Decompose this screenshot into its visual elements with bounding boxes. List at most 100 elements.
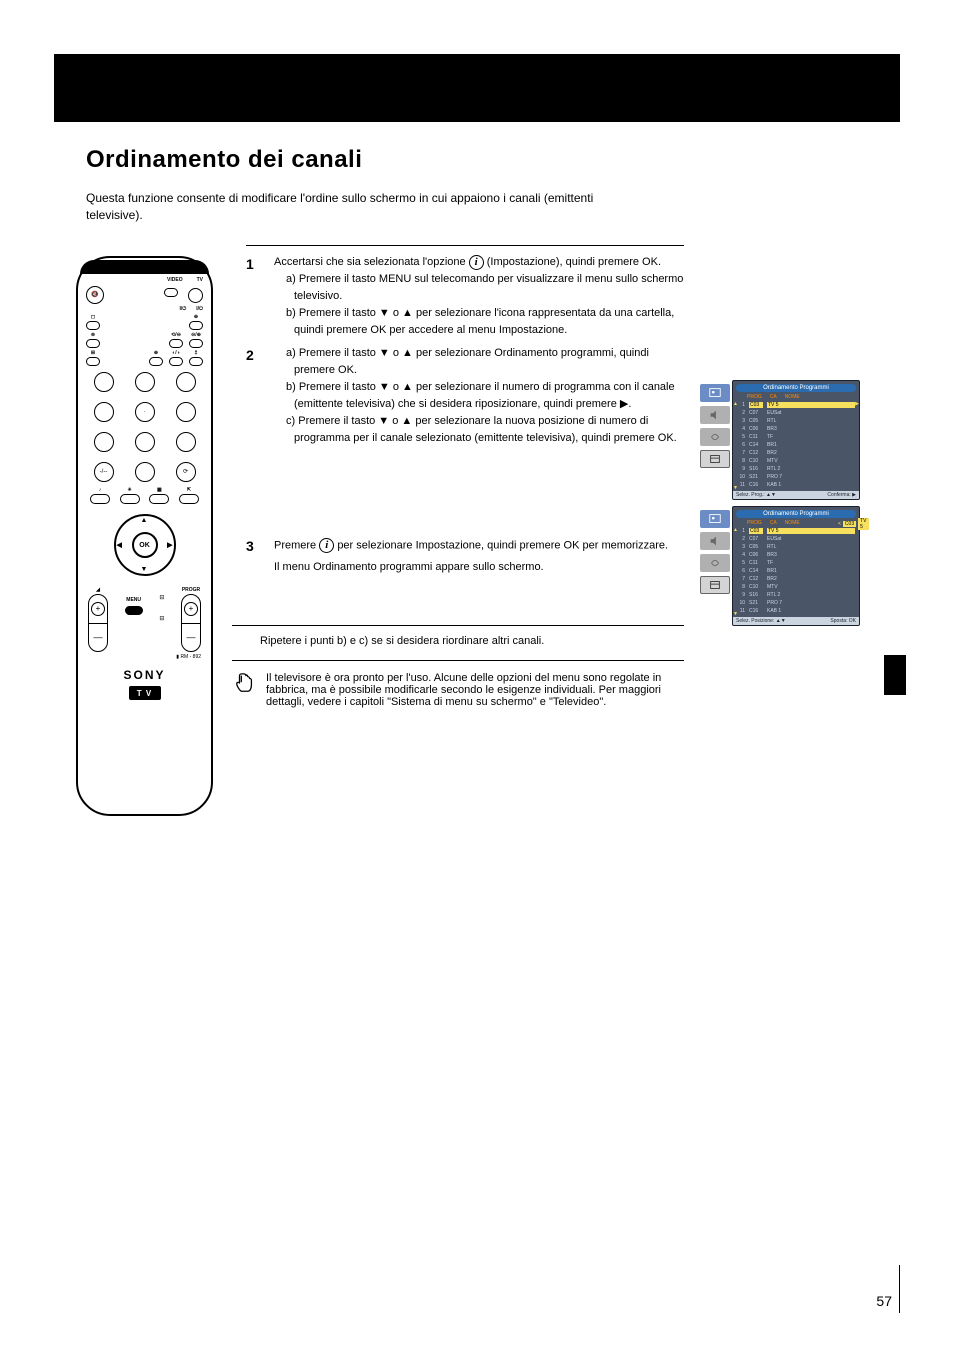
tv-badge: T V bbox=[129, 686, 161, 700]
dash-button[interactable]: -/-- bbox=[94, 462, 114, 482]
progr-label: PROGR bbox=[182, 588, 200, 593]
hand-pointer-icon bbox=[234, 672, 256, 694]
osd-row: 9S16RTL 2 bbox=[737, 465, 855, 473]
standby-label: I/⏻ bbox=[180, 307, 187, 312]
digit-7-button[interactable] bbox=[94, 432, 114, 452]
digit-3-button[interactable] bbox=[176, 372, 196, 392]
step-text: per selezionare Impostazione, quindi pre… bbox=[337, 539, 668, 551]
refresh-button[interactable]: ⟳ bbox=[176, 462, 196, 482]
side-edge-tab bbox=[884, 655, 906, 695]
step-number: 2 bbox=[246, 345, 274, 447]
divider bbox=[232, 660, 684, 661]
step-text: (Impostazione), quindi premere OK. bbox=[487, 256, 661, 268]
osd-program-list: ▲ ▼ 1C03TV 52C07EUSat3C05RTL4C06BR35C11T… bbox=[733, 527, 859, 617]
osd-row: 2C07EUSat bbox=[737, 535, 855, 543]
zoom-button[interactable] bbox=[189, 321, 203, 330]
digit-6-button[interactable] bbox=[176, 402, 196, 422]
yellow-button[interactable] bbox=[149, 494, 169, 504]
digit-8-button[interactable] bbox=[135, 432, 155, 452]
ok-button[interactable]: OK bbox=[132, 532, 158, 558]
right-arrow-icon: ▶ bbox=[167, 541, 172, 549]
aux-button[interactable] bbox=[86, 339, 100, 348]
digit-2-button[interactable] bbox=[135, 372, 155, 392]
video-power-button[interactable] bbox=[164, 288, 178, 297]
substep-b: b) Premere il tasto ▼ o ▲ per selezionar… bbox=[286, 379, 684, 413]
osd-row: 9S16RTL 2 bbox=[737, 591, 855, 599]
step-text: Premere bbox=[274, 539, 319, 551]
program-rocker[interactable]: + — bbox=[181, 594, 201, 652]
osd-row: 2C07EUSat bbox=[737, 409, 855, 417]
sony-logo: SONY bbox=[86, 668, 203, 682]
osd-tab-picture-icon bbox=[700, 384, 730, 402]
directional-pad[interactable]: ▲ ▼ ◀ ▶ OK bbox=[114, 514, 176, 576]
left-arrow-icon: ◀ bbox=[117, 541, 122, 549]
osd-title: Ordinamento Programmi bbox=[736, 384, 856, 392]
step-text: Accertarsi che sia selezionata l'opzione bbox=[274, 256, 469, 268]
osd-row: 7C12BR2 bbox=[737, 575, 855, 583]
aux-button[interactable] bbox=[169, 339, 183, 348]
osd-screenshot-1: Ordinamento Programmi PROG CA NOME ▲ ▼ ▶… bbox=[700, 380, 860, 500]
input-button[interactable] bbox=[189, 339, 203, 348]
step-extra: Il menu Ordinamento programmi appare sul… bbox=[274, 561, 668, 573]
osd-row: 5C11TF bbox=[737, 559, 855, 567]
osd-tab-sound-icon bbox=[700, 532, 730, 550]
mute-icon: 🔇 bbox=[91, 292, 98, 298]
osd-row: 4C06BR3 bbox=[737, 551, 855, 559]
osd-row: 3C05RTL bbox=[737, 417, 855, 425]
info-icon: i bbox=[319, 538, 334, 553]
tv-power-button[interactable] bbox=[188, 288, 203, 303]
osd-row: 8C10MTV bbox=[737, 583, 855, 591]
standby-label: I/⏻ bbox=[196, 307, 203, 312]
divider bbox=[246, 245, 684, 246]
digit-0-button[interactable] bbox=[135, 462, 155, 482]
osd-row: 8C10MTV bbox=[737, 457, 855, 465]
substep-b: b) Premere il tasto ▼ o ▲ per selezionar… bbox=[286, 305, 684, 339]
pip-button[interactable] bbox=[169, 357, 183, 366]
osd-row: 11C16KAB 1 bbox=[737, 607, 855, 615]
volume-icon: ◢ bbox=[96, 588, 100, 593]
menu-button[interactable] bbox=[125, 606, 143, 615]
step-3: 3 Premere i per selezionare Impostazione… bbox=[246, 538, 684, 573]
osd-row: 6C14BR1 bbox=[737, 567, 855, 575]
page-header-bar bbox=[54, 54, 900, 122]
aux-button[interactable] bbox=[86, 321, 100, 330]
digit-4-button[interactable] bbox=[94, 402, 114, 422]
red-button[interactable] bbox=[90, 494, 110, 504]
osd-tab-setup-icon bbox=[700, 576, 730, 594]
osd-program-list: ▲ ▼ ▶ 1C03TV 52C07EUSat3C05RTL4C06BR35C1… bbox=[733, 401, 859, 491]
step-1: 1 Accertarsi che sia selezionata l'opzio… bbox=[246, 254, 684, 339]
scroll-down-icon: ▼ bbox=[733, 611, 738, 617]
digit-5-button[interactable]: · bbox=[135, 402, 155, 422]
osd-tab-picture-icon bbox=[700, 510, 730, 528]
remote-ir-panel bbox=[80, 260, 209, 274]
model-label: ▮ RM - 892 bbox=[86, 654, 203, 660]
repeat-instruction: Ripetere i punti b) e c) se si desidera … bbox=[260, 635, 544, 647]
osd-footer: Selez. Posizione: ▲▼ Sposta: OK bbox=[733, 617, 859, 625]
page-subtitle: Questa funzione consente di modificare l… bbox=[86, 190, 646, 224]
note-text: Il televisore è ora pronto per l'uso. Al… bbox=[266, 672, 684, 708]
osd-move-indicator: < C03 TV 5 bbox=[838, 518, 869, 530]
blue-button[interactable] bbox=[179, 494, 199, 504]
mute-button[interactable]: 🔇 bbox=[86, 286, 104, 304]
aux-button[interactable] bbox=[189, 357, 203, 366]
digit-1-button[interactable] bbox=[94, 372, 114, 392]
label-video: VIDEO bbox=[167, 278, 183, 283]
down-arrow-icon: ▼ bbox=[141, 566, 148, 573]
substep-a: a) Premere il tasto ▼ o ▲ per selezionar… bbox=[286, 345, 684, 379]
osd-row: 10S21PRO 7 bbox=[737, 599, 855, 607]
page-title: Ordinamento dei canali bbox=[86, 146, 362, 174]
volume-rocker[interactable]: + — bbox=[88, 594, 108, 652]
color-buttons: ♪ ☀ ▦ ⇱ bbox=[86, 488, 203, 504]
scroll-down-icon: ▼ bbox=[733, 485, 738, 491]
note-block: Il televisore è ora pronto per l'uso. Al… bbox=[234, 672, 684, 708]
aux-button[interactable] bbox=[149, 357, 163, 366]
osd-row: 4C06BR3 bbox=[737, 425, 855, 433]
digit-9-button[interactable] bbox=[176, 432, 196, 452]
green-button[interactable] bbox=[120, 494, 140, 504]
osd-row: 10S21PRO 7 bbox=[737, 473, 855, 481]
select-arrow-icon: ▶ bbox=[855, 401, 859, 407]
aux-button[interactable] bbox=[86, 357, 100, 366]
osd-tab-features-icon bbox=[700, 428, 730, 446]
osd-row: 3C05RTL bbox=[737, 543, 855, 551]
osd-tab-features-icon bbox=[700, 554, 730, 572]
